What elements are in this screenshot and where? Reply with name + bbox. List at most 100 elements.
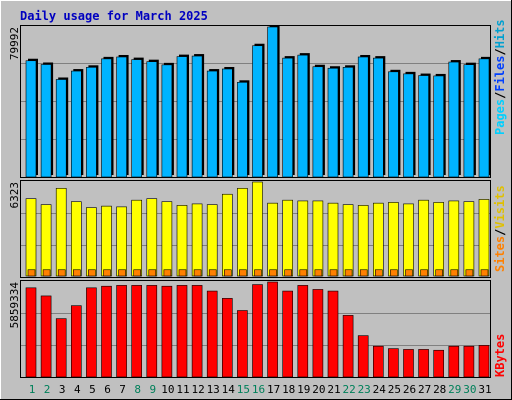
kbytes-bar-day-18 [282, 290, 294, 378]
day-label-13: 13 [207, 383, 220, 396]
visits-bar-day-25 [388, 202, 399, 277]
day-label-20: 20 [312, 383, 325, 396]
kbytes-panel [20, 280, 491, 378]
day-label-2: 2 [44, 383, 51, 396]
sites-bar-day-25 [390, 269, 398, 277]
visits-bar-day-6 [101, 205, 112, 277]
legend-visits: Visits [493, 185, 507, 228]
hits-bar-day-2 [40, 64, 52, 178]
day-label-27: 27 [418, 383, 431, 396]
day-label-1: 1 [29, 383, 36, 396]
visits-bar-day-11 [176, 205, 188, 277]
sites-bar-day-8 [133, 269, 141, 277]
sites-bar-day-6 [103, 269, 111, 277]
sites-bar-day-3 [57, 269, 66, 277]
sites-bar-day-16 [254, 269, 262, 277]
hits-bar-day-20 [312, 66, 324, 178]
kbytes-bar-day-13 [206, 290, 218, 378]
hits-axis-max: 79992 [8, 27, 21, 60]
visits-bar-day-29 [448, 200, 460, 277]
day-label-19: 19 [297, 383, 310, 396]
day-label-18: 18 [282, 383, 295, 396]
sites-bar-day-28 [435, 269, 444, 277]
hits-bar-day-3 [55, 79, 67, 178]
hits-bar-day-12 [191, 55, 203, 178]
sites-bar-day-27 [420, 269, 428, 277]
kbytes-bar-day-9 [146, 285, 158, 378]
hits-bar-day-26 [403, 73, 414, 178]
day-label-29: 29 [448, 383, 461, 396]
day-label-28: 28 [433, 383, 446, 396]
visits-bar-day-20 [312, 200, 324, 277]
day-label-4: 4 [74, 383, 81, 396]
day-label-31: 31 [478, 383, 491, 396]
kbytes-bar-day-10 [161, 285, 173, 378]
hits-bar-day-8 [131, 59, 142, 178]
hits-bar-day-31 [478, 58, 490, 178]
day-label-23: 23 [358, 383, 371, 396]
hits-bar-day-4 [71, 70, 82, 178]
sites-bar-day-12 [193, 269, 202, 277]
visits-bar-day-3 [55, 187, 67, 277]
kbytes-bar-day-28 [433, 349, 445, 378]
kbytes-bar-day-20 [312, 289, 324, 378]
sites-bar-day-5 [88, 269, 96, 277]
day-label-24: 24 [373, 383, 387, 396]
day-label-21: 21 [327, 383, 340, 396]
bars-layer [25, 24, 491, 378]
hits-bar-day-13 [206, 70, 218, 178]
visits-bar-day-10 [161, 201, 173, 277]
kbytes-bar-day-22 [342, 315, 354, 378]
hits-bar-day-30 [463, 64, 475, 178]
kbytes-bar-day-25 [388, 348, 399, 378]
hits-bar-day-23 [357, 56, 369, 178]
sites-bar-day-30 [465, 269, 474, 277]
day-label-12: 12 [191, 383, 204, 396]
sites-bar-day-7 [118, 269, 126, 277]
chart-title: Daily usage for March 2025 [20, 9, 208, 23]
hits-bar-day-5 [86, 67, 97, 178]
day-label-7: 7 [119, 383, 126, 396]
kbytes-bar-day-8 [131, 285, 142, 378]
day-label-14: 14 [222, 383, 236, 396]
kbytes-bar-day-12 [191, 285, 203, 378]
legend-hits-panel: Pages/Files/Hits [493, 19, 507, 135]
sites-bar-day-21 [329, 269, 338, 277]
kbytes-bar-day-6 [101, 285, 112, 378]
legend-sep-1: / [493, 92, 507, 99]
kbytes-bar-day-30 [463, 345, 475, 378]
visits-bar-day-1 [25, 198, 37, 277]
legend-kbytes: KBytes [493, 334, 507, 377]
kbytes-bar-day-17 [267, 281, 278, 378]
hits-bar-day-21 [327, 67, 339, 178]
visits-bar-day-27 [418, 199, 429, 277]
hits-bar-day-11 [176, 56, 188, 178]
visits-bar-day-18 [282, 199, 294, 277]
sites-bar-day-4 [73, 269, 81, 277]
hits-bar-day-16 [252, 45, 263, 178]
visits-bar-day-15 [237, 187, 248, 277]
legend-hits: Hits [493, 19, 507, 48]
hits-bar-day-14 [222, 68, 233, 178]
kbytes-bar-day-26 [403, 349, 414, 378]
day-label-25: 25 [388, 383, 401, 396]
day-label-9: 9 [149, 383, 156, 396]
day-label-30: 30 [463, 383, 476, 396]
visits-bar-day-5 [86, 207, 97, 277]
kbytes-bar-day-31 [478, 345, 490, 378]
hits-bar-day-17 [267, 26, 278, 178]
kbytes-bar-day-23 [357, 335, 369, 378]
hits-bar-day-1 [25, 60, 37, 178]
legend-sites: Sites [493, 236, 507, 272]
sites-bar-day-26 [405, 269, 413, 277]
kbytes-bar-day-4 [71, 305, 82, 378]
kbytes-bar-day-14 [222, 298, 233, 378]
visits-bar-day-13 [206, 204, 218, 277]
visits-axis-max: 6323 [8, 182, 21, 209]
kbytes-bar-day-3 [55, 318, 67, 378]
day-label-11: 11 [176, 383, 189, 396]
sites-bar-day-18 [284, 269, 293, 277]
hits-bar-day-29 [448, 61, 460, 178]
visits-bar-day-9 [146, 198, 158, 277]
